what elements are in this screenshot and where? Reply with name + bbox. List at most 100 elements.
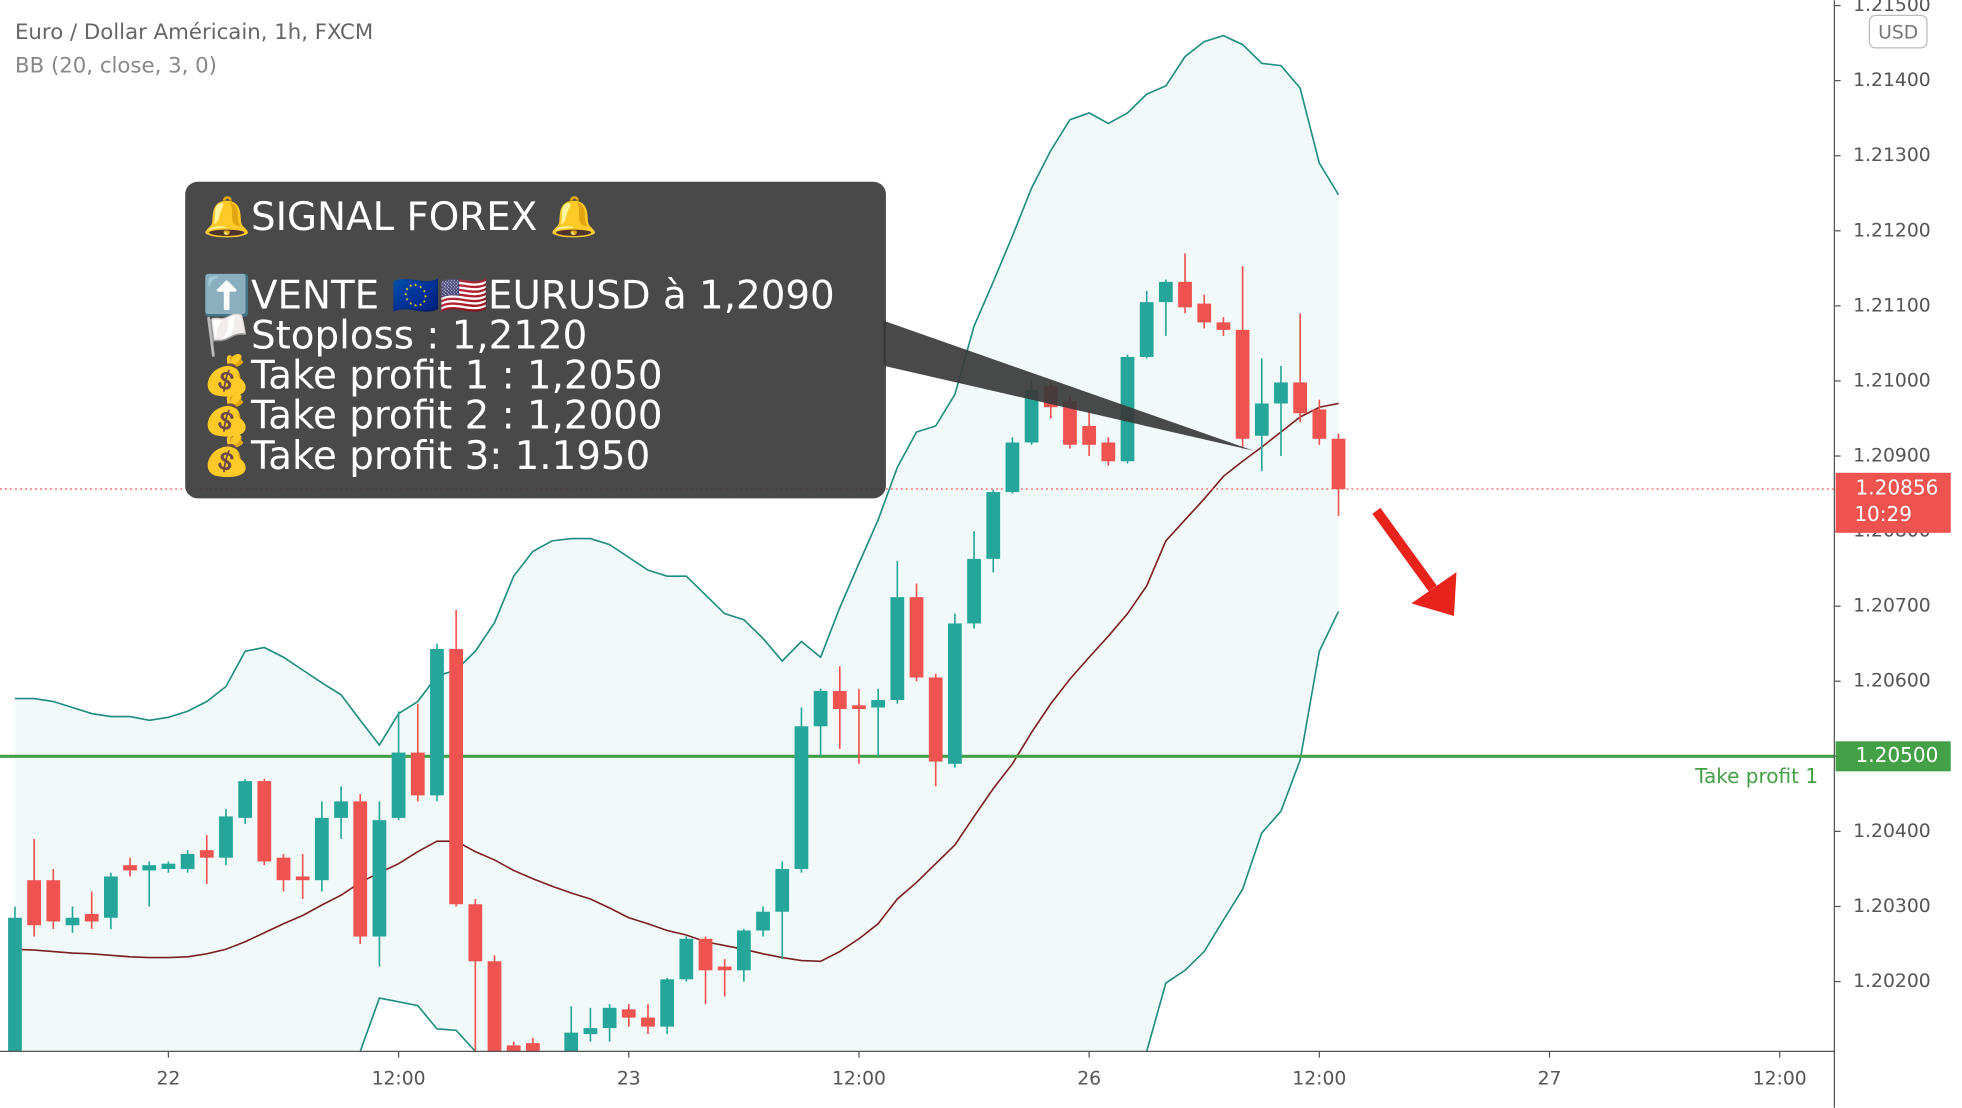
callout-line: ⬆️VENTE 🇪🇺🇺🇸EURUSD à 1,2090 (203, 273, 835, 319)
countdown-label: 10:29 (1854, 502, 1912, 526)
candle-body (698, 938, 713, 971)
candle-body (103, 876, 118, 918)
candle-body (564, 1032, 579, 1052)
candle-body (199, 850, 214, 858)
candle-body (1331, 438, 1346, 490)
currency-label[interactable]: USD (1878, 22, 1918, 43)
x-tick-label: 23 (617, 1068, 641, 1089)
candle-body (852, 705, 866, 710)
y-tick-label: 1.21500 (1853, 0, 1931, 16)
price-tag (1835, 741, 1951, 772)
candle-body (8, 917, 22, 1052)
arrow-head (1411, 572, 1457, 616)
candle-body (525, 1043, 540, 1052)
candle-body (84, 913, 99, 922)
candle-body (928, 677, 943, 762)
candle-body (468, 904, 483, 962)
sell-arrow (1372, 507, 1457, 616)
x-tick-label: 26 (1077, 1068, 1101, 1089)
candle-body (123, 865, 137, 871)
candle-body (1197, 303, 1212, 323)
callout-box (185, 181, 886, 499)
candle-body (257, 781, 272, 862)
candle-body (142, 865, 157, 871)
y-tick-label: 1.20600 (1853, 671, 1931, 692)
x-tick-label: 12:00 (372, 1068, 426, 1089)
candle-body (46, 880, 61, 922)
candle-body (794, 726, 809, 869)
candle-body (180, 853, 195, 869)
y-tick-label: 1.21200 (1853, 220, 1931, 241)
y-tick-label: 1.21300 (1853, 145, 1931, 166)
y-tick-label: 1.21400 (1853, 70, 1931, 91)
candle-body (947, 623, 962, 764)
candle-body (1274, 382, 1288, 404)
candle-body (986, 492, 1001, 559)
candle-body (161, 863, 176, 869)
candle-body (583, 1028, 598, 1035)
candle-body (890, 597, 905, 701)
last-price-label: 1.20856 (1856, 476, 1939, 500)
candle-body (372, 820, 387, 937)
candle-body (717, 966, 732, 971)
candle-body (219, 816, 233, 858)
candle-body (602, 1007, 617, 1029)
candle-body (487, 961, 502, 1052)
callout-line: 💰Take profit 3: 1.1950 (203, 433, 651, 479)
indicator-label: BB (20, close, 3, 0) (15, 54, 217, 79)
candle-body (1178, 281, 1192, 308)
x-tick-label: 12:00 (1753, 1068, 1807, 1089)
y-tick-label: 1.21100 (1853, 295, 1931, 316)
signal-callout: 🔔SIGNAL FOREX 🔔 ⬆️VENTE 🇪🇺🇺🇸EURUSD à 1,2… (185, 181, 1254, 499)
y-tick-label: 1.20300 (1853, 896, 1931, 917)
price-tag-label: 1.20500 (1856, 743, 1939, 767)
candle-body (1139, 302, 1154, 357)
candle-body (736, 930, 751, 971)
bb-basis (14, 402, 1339, 963)
candle-body (1024, 389, 1039, 443)
candle-body (449, 648, 464, 905)
candle-body (871, 700, 886, 708)
y-tick-label: 1.21000 (1853, 370, 1931, 391)
band-fill (14, 35, 1339, 1052)
candle-body (314, 817, 329, 881)
candle-body (430, 648, 444, 796)
candle-body (295, 876, 310, 881)
x-tick-label: 12:00 (1292, 1068, 1346, 1089)
candle-body (641, 1017, 655, 1027)
candle-body (410, 752, 425, 796)
candle-body (334, 801, 348, 818)
candle-body (1216, 322, 1231, 330)
chart-title: Euro / Dollar Américain, 1h, FXCM (15, 20, 373, 45)
candle-body (775, 868, 790, 912)
candle-body (756, 911, 770, 931)
candle-body (1254, 403, 1269, 436)
candle-body (1235, 329, 1250, 439)
candle-body (545, 1057, 559, 1065)
plot-area (0, 34, 1835, 1065)
candle-body (506, 1045, 521, 1052)
candle-body (967, 558, 981, 624)
candle-body (27, 880, 42, 926)
bb-lower (359, 611, 1340, 1052)
callout-line: 🔔SIGNAL FOREX 🔔 (203, 195, 598, 240)
x-tick-label: 27 (1538, 1068, 1562, 1089)
candle-body (238, 781, 253, 818)
currency-box[interactable] (1868, 14, 1928, 49)
candle-body (1005, 442, 1020, 493)
y-tick-label: 1.20200 (1853, 971, 1931, 992)
candle-body (1101, 442, 1116, 462)
candle-body (1063, 401, 1077, 445)
arrow-shaft (1372, 507, 1437, 592)
y-tick-label: 1.20700 (1853, 596, 1931, 617)
callout-line: 🏳️Stoploss : 1,2120 (203, 312, 588, 359)
candle-body (65, 917, 80, 926)
candle-body (621, 1009, 636, 1018)
candle-body (391, 752, 406, 818)
candle-body (909, 597, 924, 678)
take-profit-name: Take profit 1 (1694, 764, 1818, 788)
axes: 1.202001.203001.204001.205001.206001.207… (156, 0, 1930, 1089)
callout-line: 💰Take profit 2 : 1,2000 (203, 393, 663, 439)
